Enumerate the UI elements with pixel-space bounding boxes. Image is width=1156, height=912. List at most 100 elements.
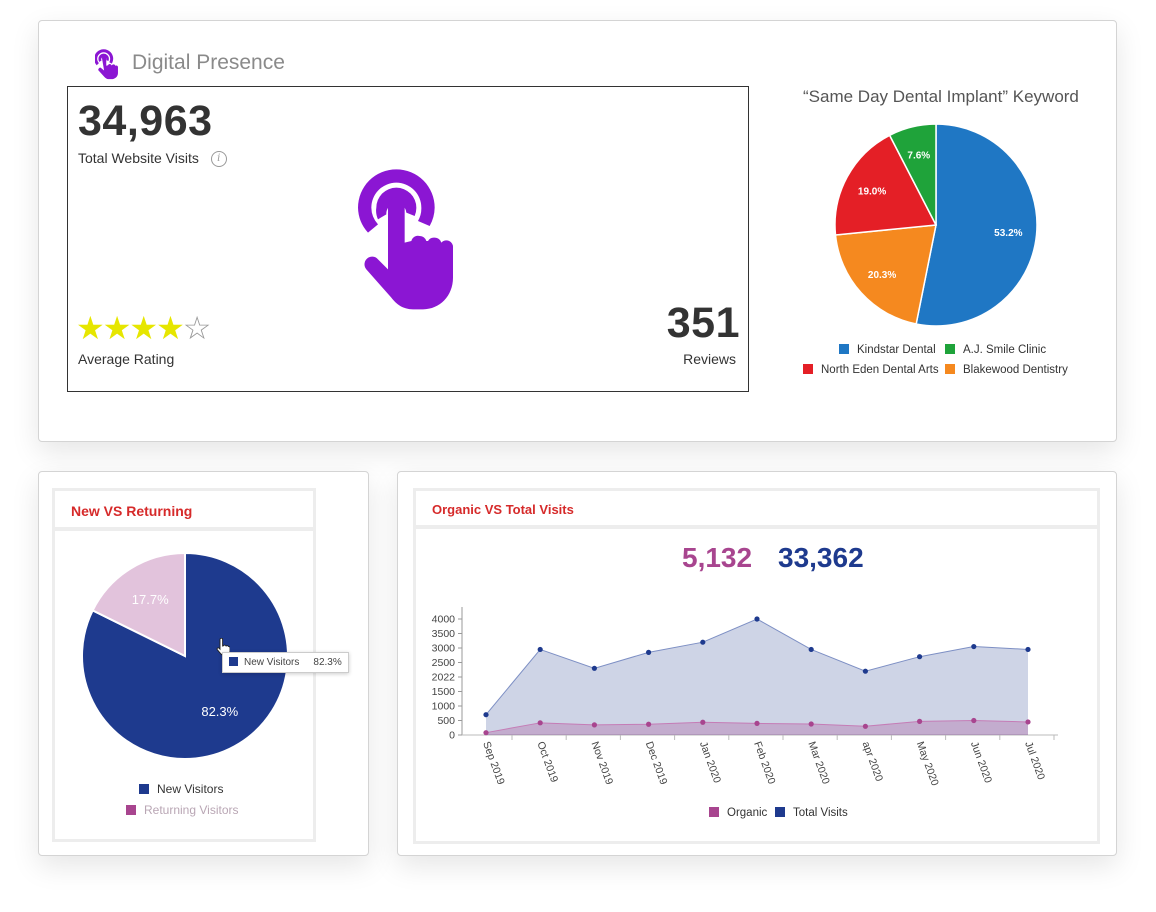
legend-returning-visitors[interactable]: Returning Visitors xyxy=(126,803,239,817)
legend-swatch xyxy=(839,344,849,354)
legend-kindstar[interactable]: Kindstar Dental xyxy=(839,344,936,356)
organic-point[interactable] xyxy=(1025,719,1031,725)
total-visits-point[interactable] xyxy=(971,643,977,650)
pie-slice-blakewood-dentistry[interactable] xyxy=(834,224,937,325)
legend-swatch xyxy=(126,805,136,815)
organic-point[interactable] xyxy=(591,722,597,728)
tap-hand-icon xyxy=(358,169,454,310)
star-icon: ★ xyxy=(102,310,132,346)
tooltip-swatch xyxy=(229,657,238,666)
x-tick-label: Nov 2019 xyxy=(589,740,616,786)
x-tick-label: Sep 2019 xyxy=(480,740,507,787)
pie-slice-label: 7.6% xyxy=(907,150,930,161)
legend-swatch xyxy=(775,807,785,817)
legend-label: Returning Visitors xyxy=(144,803,239,817)
pie-slice-label: 20.3% xyxy=(868,270,896,281)
legend-label: Total Visits xyxy=(793,807,848,819)
visits-summary-box: 34,963 Total Website Visits i ★★★★☆ Aver… xyxy=(67,86,749,392)
tooltip-label: New Visitors xyxy=(244,657,300,668)
pie-tooltip: New Visitors 82.3% xyxy=(222,652,349,673)
organic-point[interactable] xyxy=(971,717,977,724)
organic-point[interactable] xyxy=(754,720,760,726)
rating-stars: ★★★★☆ xyxy=(76,309,212,347)
organic-point[interactable] xyxy=(808,721,814,727)
y-tick-label: 2500 xyxy=(432,657,456,669)
legend-north-eden[interactable]: North Eden Dental Arts xyxy=(803,364,939,376)
total-visits-point[interactable] xyxy=(917,654,923,660)
total-visits-point[interactable] xyxy=(537,646,543,653)
star-icon: ☆ xyxy=(182,310,212,346)
organic-vs-total-area-chart: 4000 3500 3000 2500 2022 1500 1000 500 0 Sep 2019… xyxy=(432,607,1058,788)
legend-label: New Visitors xyxy=(157,782,224,796)
pie-slice-label: 53.2% xyxy=(994,228,1022,239)
organic-point[interactable] xyxy=(483,730,489,736)
new-vs-returning-card: New VS Returning 82.3% 17.7% New Visitors… xyxy=(38,471,369,856)
total-visits-area xyxy=(486,619,1028,735)
total-visits-value: 34,963 xyxy=(78,97,213,145)
pie-slice-returning-visitors[interactable] xyxy=(91,551,186,658)
total-visits-label-row: Total Website Visits i xyxy=(78,150,227,168)
legend-label: Kindstar Dental xyxy=(857,344,936,356)
y-tick-label: 1000 xyxy=(432,701,456,713)
tap-hand-icon-small xyxy=(95,49,118,80)
y-tick-label: 1500 xyxy=(432,686,456,698)
legend-label: Blakewood Dentistry xyxy=(963,364,1068,376)
x-tick-label: Jan 2020 xyxy=(697,740,723,785)
hand-cursor-icon xyxy=(216,638,230,656)
x-tick-label: Jun 2020 xyxy=(968,740,994,785)
legend-swatch xyxy=(945,364,955,374)
legend-aj-smile[interactable]: A.J. Smile Clinic xyxy=(945,344,1046,356)
organic-point[interactable] xyxy=(862,723,868,729)
organic-vs-total-header: Organic VS Total Visits xyxy=(413,488,1100,528)
legend-blakewood[interactable]: Blakewood Dentistry xyxy=(945,364,1068,376)
reviews-label: Reviews xyxy=(683,351,736,367)
total-visits-point[interactable] xyxy=(862,668,868,674)
x-tick-label: Feb 2020 xyxy=(751,740,778,786)
legend-organic[interactable]: Organic xyxy=(709,807,767,819)
keyword-pie-chart: 53.2% 20.3% 19.0% 7.6% xyxy=(834,123,1038,327)
new-vs-returning-header: New VS Returning xyxy=(52,488,316,530)
organic-point[interactable] xyxy=(700,719,706,725)
visits-total-value: 33,362 xyxy=(778,542,864,573)
y-tick-label: 4000 xyxy=(432,614,456,626)
total-visits-point[interactable] xyxy=(483,712,489,718)
total-visits-point[interactable] xyxy=(591,665,597,671)
star-icon: ★ xyxy=(76,310,105,346)
organic-vs-total-card: Organic VS Total Visits 5,132 33,362 400… xyxy=(397,471,1117,856)
x-tick-label: Jul 2020 xyxy=(1022,740,1047,782)
x-tick-label: May 2020 xyxy=(914,740,941,788)
total-visits-point[interactable] xyxy=(754,616,760,622)
x-tick-label: Mar 2020 xyxy=(805,740,832,786)
info-icon[interactable]: i xyxy=(210,151,227,168)
legend-new-visitors[interactable]: New Visitors xyxy=(139,782,223,796)
pie-slice-label: 17.7% xyxy=(132,592,169,607)
y-tick-label: 3000 xyxy=(432,643,456,655)
pie-slice-north-eden-dental-arts[interactable] xyxy=(834,134,938,236)
legend-label: North Eden Dental Arts xyxy=(821,364,939,376)
y-tick-label: 0 xyxy=(449,730,455,742)
legend-swatch xyxy=(945,344,955,354)
legend-swatch xyxy=(139,784,149,794)
y-tick-label: 500 xyxy=(437,715,455,727)
pie-slice-kindstar-dental[interactable] xyxy=(915,123,1038,327)
total-visits-point[interactable] xyxy=(1025,646,1031,653)
organic-point[interactable] xyxy=(917,718,923,724)
x-tick-label: Dec 2019 xyxy=(643,740,670,786)
total-visits-point[interactable] xyxy=(646,649,652,655)
star-icon: ★ xyxy=(156,310,185,346)
organic-point[interactable] xyxy=(537,720,543,726)
legend-label: Organic xyxy=(727,807,768,819)
total-visits-point[interactable] xyxy=(808,646,814,653)
organic-vs-total-title: Organic VS Total Visits xyxy=(432,502,574,517)
pie-slice-a-j-smile-clinic[interactable] xyxy=(888,123,937,226)
x-tick-label: apr 2020 xyxy=(860,740,886,783)
pie-slice-label: 19.0% xyxy=(858,186,886,197)
organic-vs-total-body xyxy=(413,526,1100,844)
average-rating-label: Average Rating xyxy=(78,351,175,367)
legend-total-visits[interactable]: Total Visits xyxy=(775,807,848,819)
legend-swatch xyxy=(803,364,813,374)
total-visits-point[interactable] xyxy=(700,639,706,645)
new-vs-returning-pie-chart[interactable]: 82.3% 17.7% xyxy=(77,550,293,766)
organic-point[interactable] xyxy=(646,721,652,727)
pie-slice-label: 82.3% xyxy=(201,704,238,719)
